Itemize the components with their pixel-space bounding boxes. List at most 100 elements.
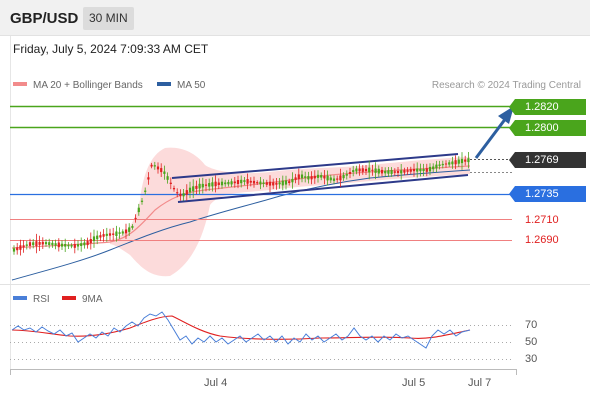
- candle-body: [288, 181, 291, 183]
- candle-body: [67, 244, 70, 247]
- candle-body: [393, 171, 396, 173]
- candle-body: [294, 177, 297, 180]
- ma50-line: [11, 169, 471, 281]
- candle-body: [275, 182, 278, 185]
- candle-body: [89, 239, 92, 244]
- candle-body: [419, 168, 422, 172]
- candle-body: [230, 181, 233, 185]
- ma20-label: MA 20 + Bollinger Bands: [33, 80, 143, 91]
- support-1-tag: 1.2710: [525, 214, 559, 226]
- candle-body: [377, 168, 380, 174]
- candle-body: [387, 170, 390, 174]
- candle-body: [128, 227, 131, 232]
- candle-body: [38, 242, 41, 245]
- rsi-ma-label: 9MA: [82, 294, 103, 305]
- legend-rsi: RSI: [13, 294, 50, 305]
- candle-body: [60, 243, 64, 247]
- candle-body: [80, 243, 83, 246]
- candle-body: [281, 180, 284, 186]
- chart-header: GBP/USD 30 MIN: [0, 0, 590, 36]
- candle-body: [217, 182, 220, 185]
- rsi-line: [11, 311, 471, 349]
- x-axis-label-jul5: Jul 5: [402, 377, 426, 389]
- candle-body: [182, 193, 185, 197]
- symbol-title: GBP/USD: [10, 10, 79, 27]
- candle-body: [316, 174, 320, 178]
- candle-body: [156, 166, 160, 170]
- candle-body: [329, 177, 332, 181]
- candle-body: [339, 175, 342, 181]
- candle-body: [144, 190, 147, 192]
- candle-body: [32, 242, 35, 246]
- candle-body: [432, 166, 435, 170]
- rsi-level-50: 50: [525, 336, 538, 348]
- candle-body: [185, 190, 188, 195]
- candle-body: [300, 174, 304, 179]
- candle-body: [304, 176, 307, 178]
- candle-body: [179, 193, 182, 197]
- candle-body: [64, 244, 67, 247]
- candle-body: [361, 168, 364, 172]
- candle-body: [396, 171, 400, 173]
- candle-body: [19, 245, 22, 250]
- candle-body: [105, 233, 108, 236]
- candle-body: [422, 169, 425, 171]
- candle-body: [240, 179, 243, 184]
- legend-ma20: MA 20 + Bollinger Bands: [13, 80, 143, 91]
- legend-rsi-ma: 9MA: [62, 294, 103, 305]
- candle-body: [121, 231, 124, 234]
- candle-body: [435, 164, 438, 169]
- interval-badge[interactable]: 30 MIN: [83, 7, 134, 30]
- candle-body: [160, 168, 163, 173]
- pivot-tag: 1.2735: [509, 186, 586, 202]
- candle-body: [163, 171, 166, 174]
- candle-body: [259, 181, 262, 185]
- candle-body: [403, 170, 406, 173]
- rsi-swatch: [13, 296, 27, 301]
- candle-body: [118, 232, 121, 234]
- candle-body: [409, 169, 412, 172]
- candle-body: [51, 242, 54, 246]
- last-price-tag: 1.2769: [509, 152, 586, 168]
- candle-body: [412, 169, 416, 172]
- candle-body: [12, 248, 16, 252]
- candle-body: [112, 233, 115, 235]
- ma50-swatch: [157, 82, 171, 87]
- candle-body: [348, 172, 352, 174]
- candle-body: [150, 164, 153, 167]
- candle-body: [352, 170, 355, 172]
- resistance-1-tag: 1.2800: [509, 120, 586, 136]
- candlesticks: [12, 152, 470, 256]
- candle-body: [99, 235, 102, 238]
- candle-body: [41, 241, 44, 245]
- candle-body: [457, 159, 460, 164]
- candle-body: [336, 178, 339, 180]
- candle-body: [252, 180, 256, 184]
- candle-body: [70, 245, 73, 247]
- candle-body: [166, 176, 169, 180]
- candle-body: [220, 181, 224, 186]
- ma20-swatch: [13, 82, 27, 87]
- channel-bottom-line: [177, 174, 469, 203]
- rsi-ma-swatch: [62, 296, 76, 301]
- candle-body: [345, 174, 348, 176]
- candle-body: [214, 181, 217, 187]
- candle-body: [297, 174, 300, 180]
- candle-body: [284, 180, 288, 185]
- projection-arrow-shaft: [474, 117, 508, 159]
- candle-body: [313, 175, 316, 179]
- candle-body: [169, 182, 172, 184]
- candle-body: [131, 226, 134, 228]
- candle-body: [124, 229, 128, 234]
- candle-body: [134, 217, 137, 219]
- candle-body: [188, 187, 192, 193]
- candle-body: [198, 183, 201, 189]
- candle-body: [307, 176, 310, 180]
- candle-body: [444, 163, 448, 165]
- candle-body: [108, 233, 112, 236]
- candle-body: [76, 244, 80, 247]
- credit-text: Research © 2024 Trading Central: [431, 80, 581, 91]
- candle-body: [278, 182, 281, 185]
- candle-body: [384, 170, 387, 174]
